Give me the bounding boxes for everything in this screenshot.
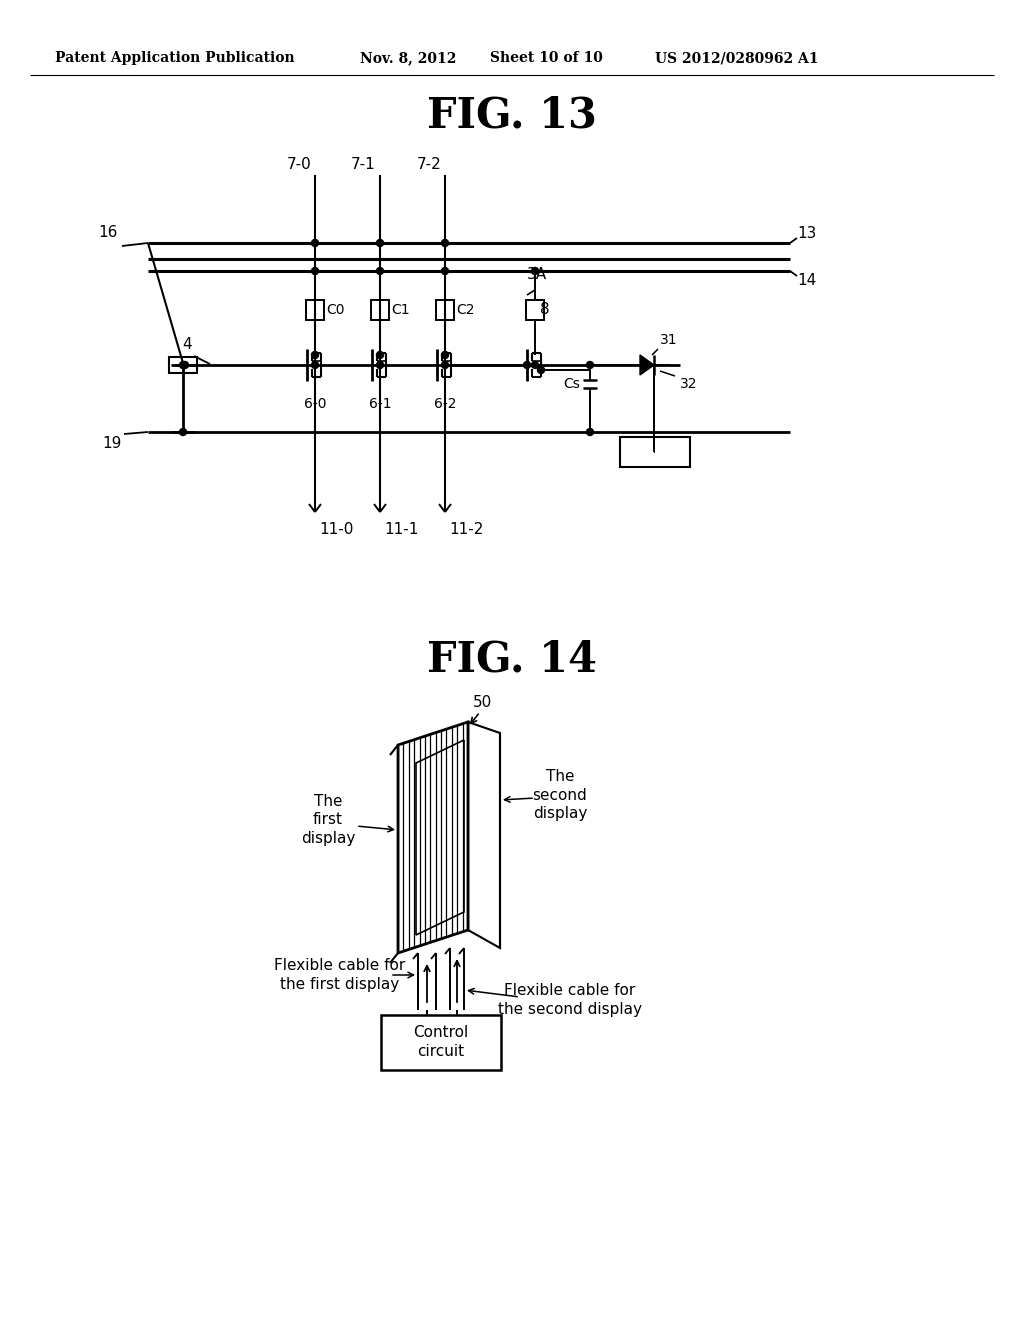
Circle shape [311,268,318,275]
Text: FIG. 14: FIG. 14 [427,639,597,681]
Text: 32: 32 [680,378,697,391]
Text: Flexible cable for
the second display: Flexible cable for the second display [498,983,642,1016]
Text: 8: 8 [540,302,550,318]
Text: Control
circuit: Control circuit [414,1026,469,1059]
Circle shape [179,429,186,436]
Circle shape [523,362,530,368]
Text: 31: 31 [660,333,678,347]
Text: 50: 50 [472,696,492,710]
Text: 7-0: 7-0 [287,157,311,172]
Text: The
second
display: The second display [532,768,588,821]
Circle shape [181,362,188,368]
Circle shape [441,239,449,247]
Text: 4: 4 [182,337,193,352]
Text: 11-0: 11-0 [319,521,353,537]
Text: C1: C1 [391,304,410,317]
Text: 6-0: 6-0 [304,397,327,411]
Text: FIG. 13: FIG. 13 [427,94,597,136]
Text: C2: C2 [456,304,474,317]
Bar [306,300,324,319]
Circle shape [179,362,186,368]
Bar [620,437,690,467]
Bar [381,1015,501,1071]
Text: Patent Application Publication: Patent Application Publication [55,51,295,65]
Circle shape [587,429,594,436]
Text: 11-1: 11-1 [384,521,419,537]
Text: 7-1: 7-1 [351,157,376,172]
Circle shape [441,268,449,275]
Text: Flexible cable for
the first display: Flexible cable for the first display [274,958,406,991]
Text: Cs: Cs [563,378,580,391]
Circle shape [377,268,384,275]
Circle shape [587,362,594,368]
Text: 11-2: 11-2 [449,521,483,537]
Text: 19: 19 [102,436,122,451]
Bar [526,300,544,319]
Text: 6-2: 6-2 [434,397,457,411]
Circle shape [538,367,545,374]
Circle shape [531,362,539,368]
Circle shape [377,362,384,368]
Circle shape [311,362,318,368]
Bar [371,300,389,319]
Circle shape [311,351,318,359]
Polygon shape [640,355,654,375]
Circle shape [441,362,449,368]
Bar [436,300,454,319]
Text: The
first
display: The first display [301,793,355,846]
Circle shape [531,268,539,275]
Text: US 2012/0280962 A1: US 2012/0280962 A1 [655,51,818,65]
Text: 13: 13 [797,226,816,242]
Text: 16: 16 [98,224,118,240]
Text: 14: 14 [797,273,816,288]
Text: Sheet 10 of 10: Sheet 10 of 10 [490,51,603,65]
Text: 3A: 3A [527,267,547,282]
Text: 7-2: 7-2 [416,157,441,172]
Circle shape [377,239,384,247]
Circle shape [441,351,449,359]
Text: Nov. 8, 2012: Nov. 8, 2012 [360,51,457,65]
Text: C0: C0 [326,304,344,317]
Text: 6-1: 6-1 [369,397,391,411]
Bar [169,356,197,374]
Circle shape [377,351,384,359]
Circle shape [311,239,318,247]
